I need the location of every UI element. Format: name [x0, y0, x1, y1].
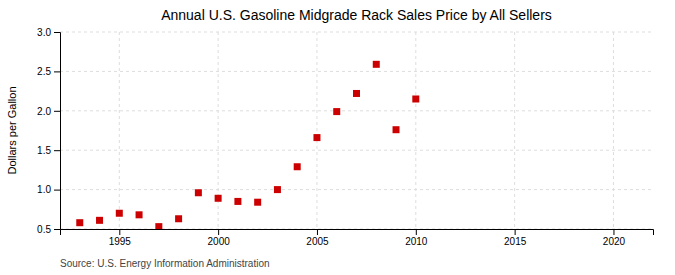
- y-axis-title: Dollars per Gallon: [6, 86, 18, 174]
- y-tick-mark: [54, 229, 60, 230]
- y-tick-mark: [54, 190, 60, 191]
- x-tick-mark: [613, 229, 614, 235]
- point: [333, 108, 340, 115]
- point: [393, 126, 400, 133]
- y-axis-line: [54, 33, 61, 230]
- grid-line: [613, 32, 614, 229]
- plot-area: 1995 2000 2005 2010 2015 2020 0.5 1.0 1.5 2.0 2.5 3…: [37, 27, 653, 247]
- source: Source: U.S. Energy Information Administ…: [60, 258, 270, 269]
- y-tick-label: 2.0: [37, 106, 51, 117]
- y-tick-mark: [54, 71, 60, 72]
- y-tick: 2.0: [37, 106, 60, 117]
- point: [274, 186, 281, 193]
- point: [116, 210, 123, 217]
- point: [412, 95, 419, 102]
- y-tick: 1.0: [37, 184, 60, 195]
- point: [234, 198, 241, 205]
- x-tick: 1995: [109, 229, 132, 247]
- grid-line: [60, 150, 653, 151]
- y-tick: 0.5: [37, 224, 60, 235]
- point: [215, 195, 222, 202]
- grid-line: [60, 189, 653, 190]
- point: [195, 189, 202, 196]
- point: [373, 61, 380, 68]
- y-tick-label: 1.5: [37, 145, 51, 156]
- title: Annual U.S. Gasoline Midgrade Rack Sales…: [161, 7, 552, 23]
- y-tick-label: 2.5: [37, 66, 51, 77]
- x-tick-mark: [218, 229, 219, 235]
- y-tick-mark: [54, 150, 60, 151]
- point: [353, 90, 360, 97]
- point: [96, 217, 103, 224]
- x-tick-label: 2005: [306, 236, 329, 247]
- x-tick-label: 1995: [109, 236, 132, 247]
- y-axis: 0.5 1.0 1.5 2.0 2.5 3.0: [37, 27, 60, 235]
- point: [313, 134, 320, 141]
- x-axis-line: [61, 230, 654, 236]
- grid-line: [415, 32, 416, 229]
- x-tick-label: 2000: [208, 236, 231, 247]
- y-tick: 3.0: [37, 27, 60, 38]
- x-tick-mark: [317, 229, 318, 235]
- x-tick-label: 2020: [603, 236, 626, 247]
- x-tick-label: 2015: [504, 236, 527, 247]
- point: [136, 211, 143, 218]
- x-tick-mark: [416, 229, 417, 235]
- grid-line: [316, 32, 317, 229]
- point: [175, 215, 182, 222]
- chart: 1995 2000 2005 2010 2015 2020 0.5 1.0 1.5 2.0 2.5 3…: [0, 0, 675, 275]
- y-tick-mark: [54, 32, 60, 33]
- y-tick: 1.5: [37, 145, 60, 156]
- grid-line: [60, 110, 653, 111]
- x-tick: 2000: [208, 229, 231, 247]
- point: [155, 223, 162, 229]
- grid-line: [60, 32, 653, 33]
- point: [294, 163, 301, 170]
- y-tick-mark: [54, 111, 60, 112]
- x-tick: 2020: [603, 229, 626, 247]
- grid-line: [514, 32, 515, 229]
- x-tick: 2005: [306, 229, 329, 247]
- y-tick-label: 3.0: [37, 27, 51, 38]
- x-tick-mark: [119, 229, 120, 235]
- x-tick-mark: [515, 229, 516, 235]
- points: [76, 61, 419, 229]
- x-axis: 1995 2000 2005 2010 2015 2020: [61, 229, 654, 247]
- grid-line: [60, 71, 653, 72]
- x-tick-label: 2010: [405, 236, 428, 247]
- y-tick: 2.5: [37, 66, 60, 77]
- grid: [60, 32, 653, 229]
- y-tick-label: 1.0: [37, 184, 51, 195]
- grid-line: [119, 32, 120, 229]
- x-tick: 2010: [405, 229, 428, 247]
- y-tick-label: 0.5: [37, 224, 51, 235]
- point: [254, 199, 261, 206]
- x-tick: 2015: [504, 229, 527, 247]
- point: [76, 219, 83, 226]
